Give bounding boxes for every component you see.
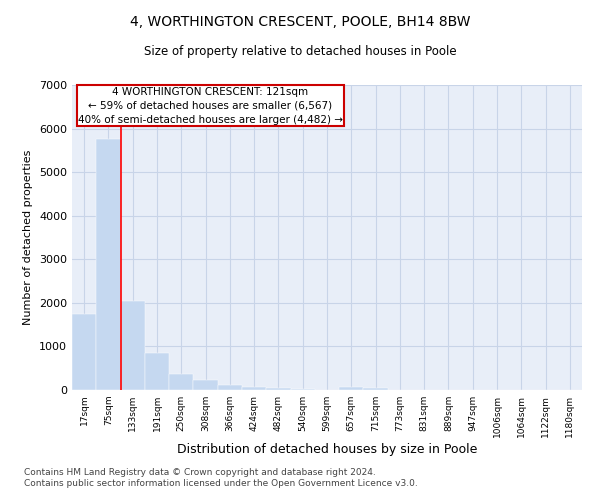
Bar xyxy=(266,388,290,390)
Bar xyxy=(290,389,315,390)
Bar xyxy=(339,386,364,390)
Bar xyxy=(193,380,218,390)
Bar xyxy=(72,314,96,390)
X-axis label: Distribution of detached houses by size in Poole: Distribution of detached houses by size … xyxy=(177,442,477,456)
Bar xyxy=(121,300,145,390)
Bar xyxy=(218,384,242,390)
Bar xyxy=(96,140,121,390)
Text: Contains HM Land Registry data © Crown copyright and database right 2024.
Contai: Contains HM Land Registry data © Crown c… xyxy=(24,468,418,487)
Text: Size of property relative to detached houses in Poole: Size of property relative to detached ho… xyxy=(143,45,457,58)
Text: 4, WORTHINGTON CRESCENT, POOLE, BH14 8BW: 4, WORTHINGTON CRESCENT, POOLE, BH14 8BW xyxy=(130,15,470,29)
Bar xyxy=(364,388,388,390)
Bar xyxy=(242,386,266,390)
Bar xyxy=(169,374,193,390)
Bar xyxy=(145,353,169,390)
Text: 4 WORTHINGTON CRESCENT: 121sqm
← 59% of detached houses are smaller (6,567)
40% : 4 WORTHINGTON CRESCENT: 121sqm ← 59% of … xyxy=(78,86,343,124)
Y-axis label: Number of detached properties: Number of detached properties xyxy=(23,150,34,325)
FancyBboxPatch shape xyxy=(77,85,344,126)
